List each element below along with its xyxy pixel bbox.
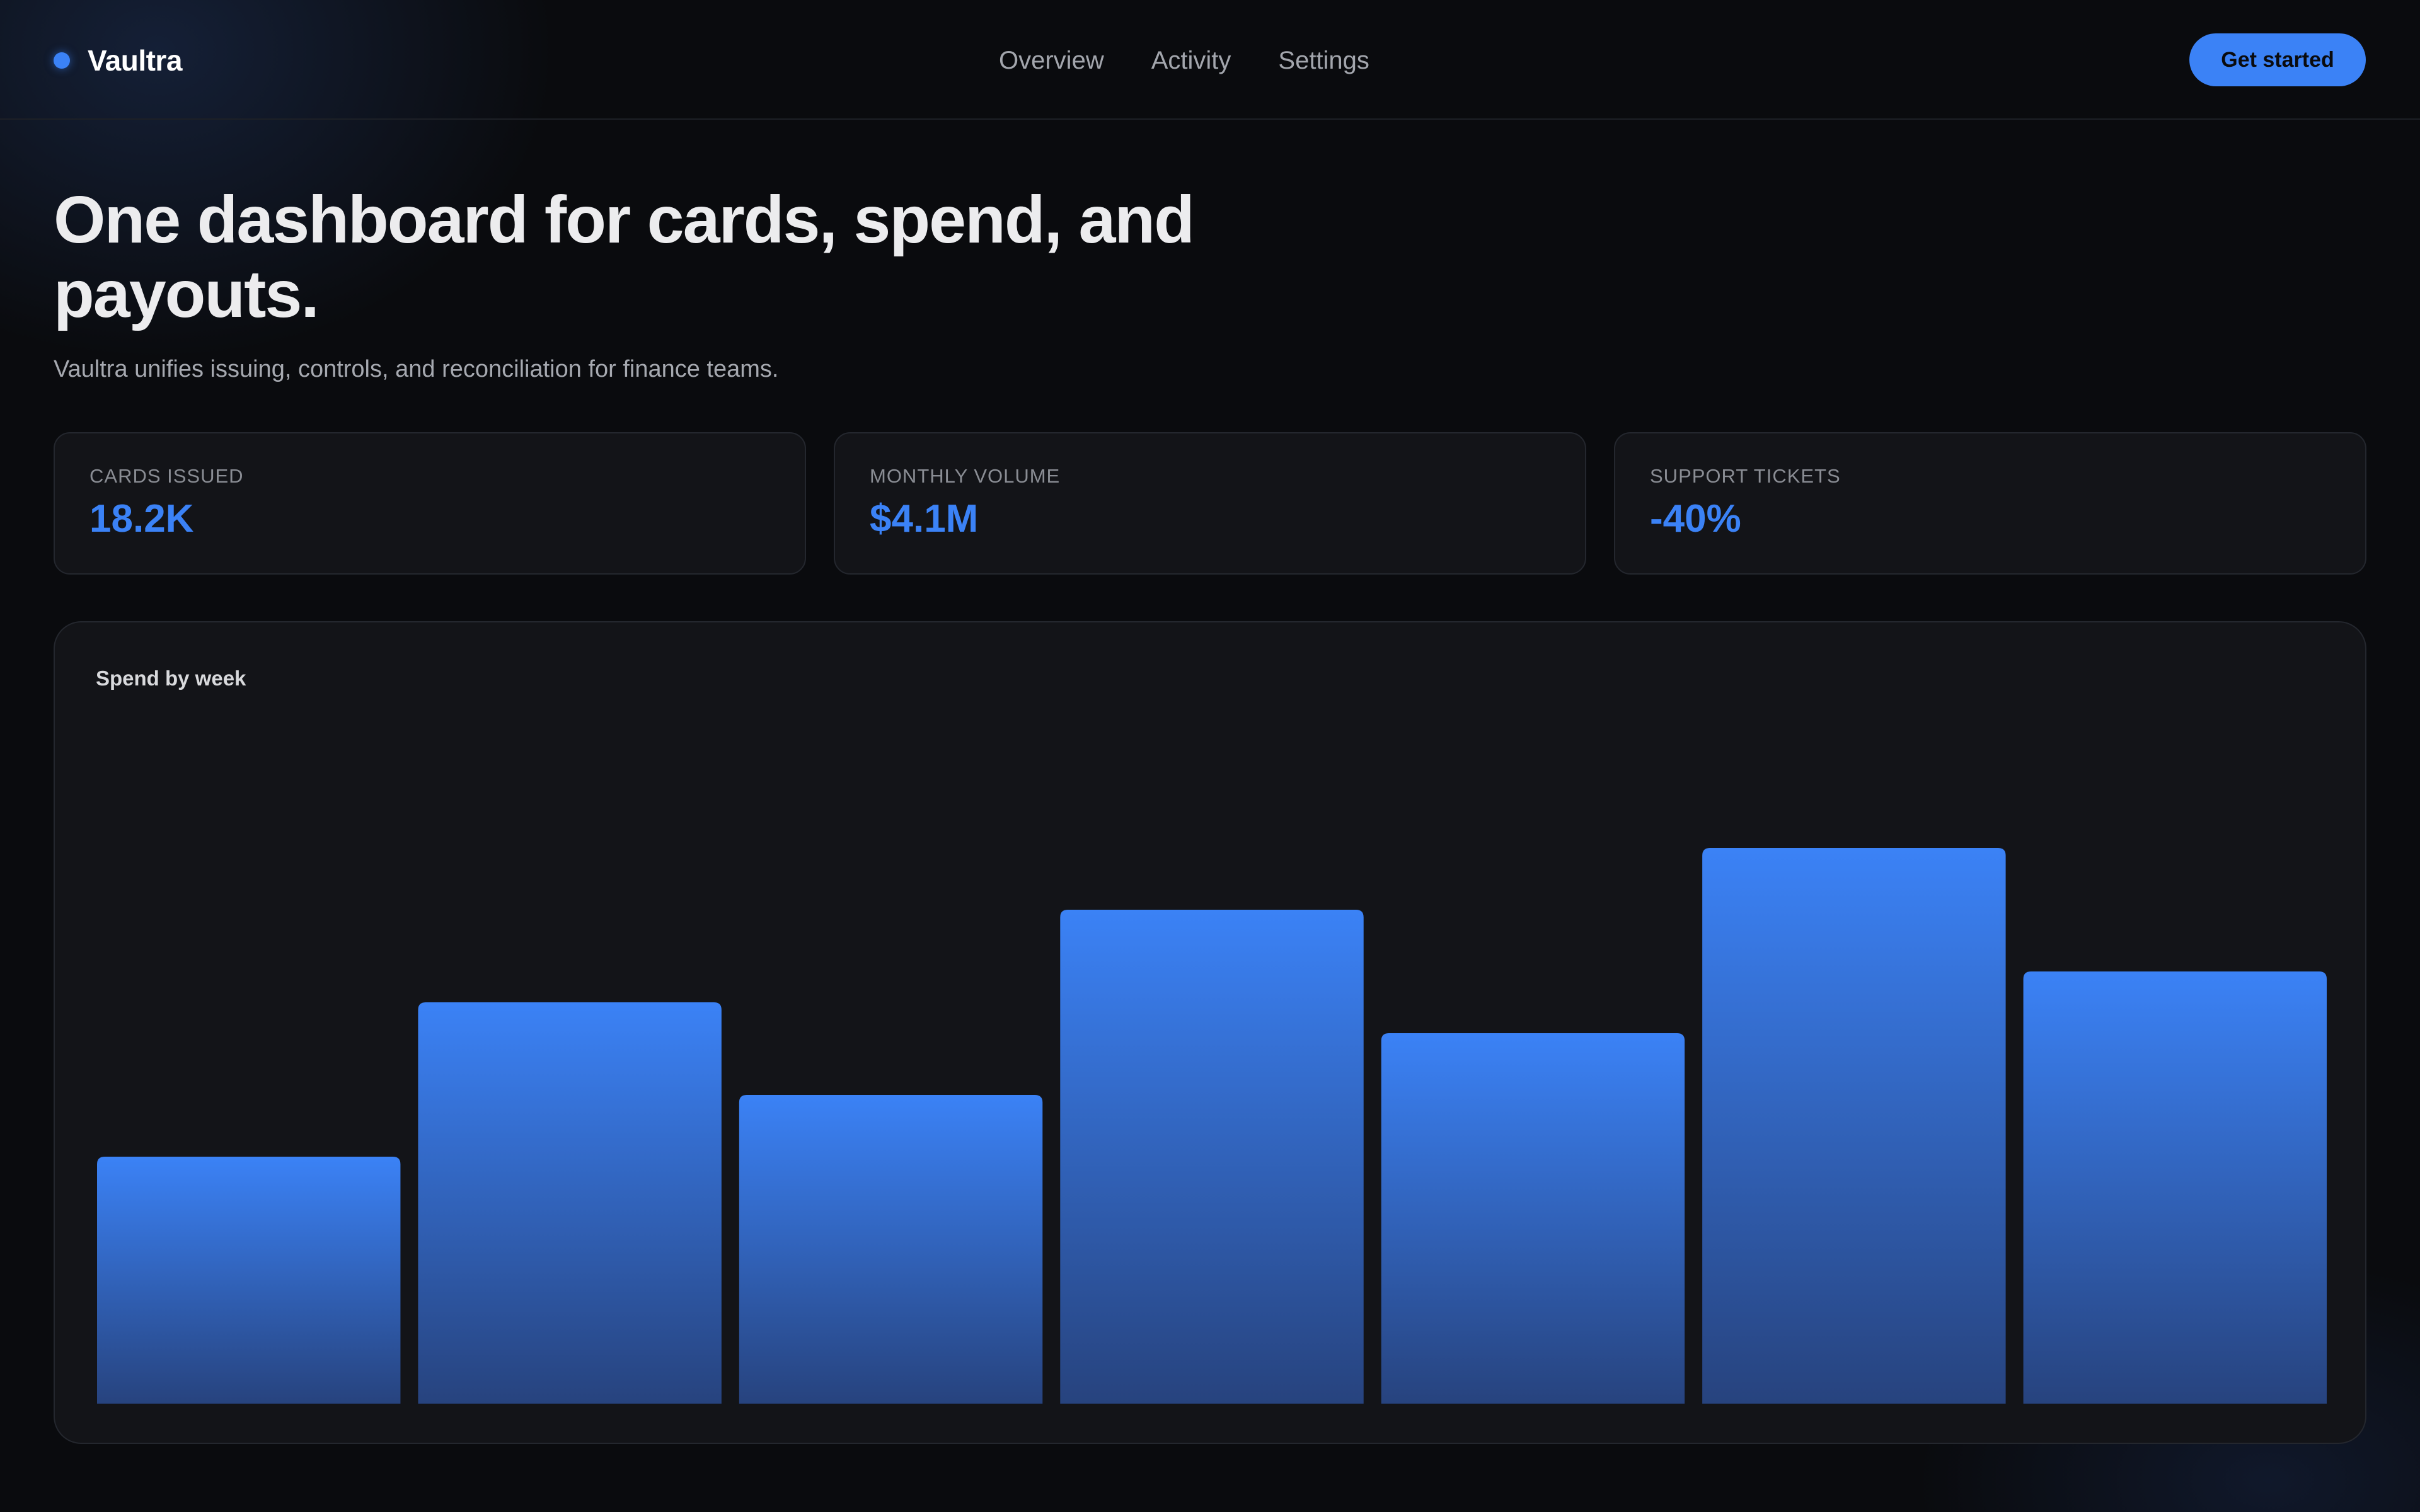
brand-logo[interactable]: Vaultra [54, 43, 182, 78]
chart-bar-4 [1060, 910, 1364, 1404]
stat-label: Cards issued [89, 465, 244, 487]
stat-label: Support tickets [1650, 465, 1841, 487]
stat-value: $4.1M [870, 497, 979, 541]
chart-bar-3 [739, 1095, 1043, 1404]
spend-chart-card: Spend by week [54, 621, 2366, 1444]
hero-subtitle: Vaultra unifies issuing, controls, and r… [54, 356, 779, 382]
hero-title: One dashboard for cards, spend, and payo… [54, 183, 1195, 331]
brand-name: Vaultra [88, 44, 182, 77]
chart-bar-1 [97, 1157, 401, 1404]
brand-dot-icon [54, 52, 70, 69]
chart-bar-7 [2023, 971, 2327, 1404]
stat-card-monthly-volume: Monthly volume $4.1M [834, 432, 1586, 575]
chart-bar-2 [418, 1002, 722, 1404]
get-started-button[interactable]: Get started [2189, 33, 2366, 86]
stat-value: -40% [1650, 497, 1741, 541]
nav-link-activity[interactable]: Activity [1151, 46, 1231, 74]
stat-card-cards-issued: Cards issued 18.2K [54, 432, 806, 575]
stat-value: 18.2K [89, 497, 194, 541]
chart-bar-6 [1702, 848, 2006, 1404]
chart-title: Spend by week [96, 667, 246, 690]
stat-label: Monthly volume [870, 465, 1061, 487]
nav-link-overview[interactable]: Overview [999, 46, 1104, 74]
nav-link-settings[interactable]: Settings [1278, 46, 1369, 74]
top-navigation-bar: Vaultra Overview Activity Settings Get s… [0, 0, 2420, 120]
main-nav: Overview Activity Settings [999, 44, 1369, 77]
spend-bar-chart [97, 848, 2327, 1404]
stat-card-support-tickets: Support tickets -40% [1614, 432, 2366, 575]
chart-bar-5 [1381, 1033, 1685, 1404]
